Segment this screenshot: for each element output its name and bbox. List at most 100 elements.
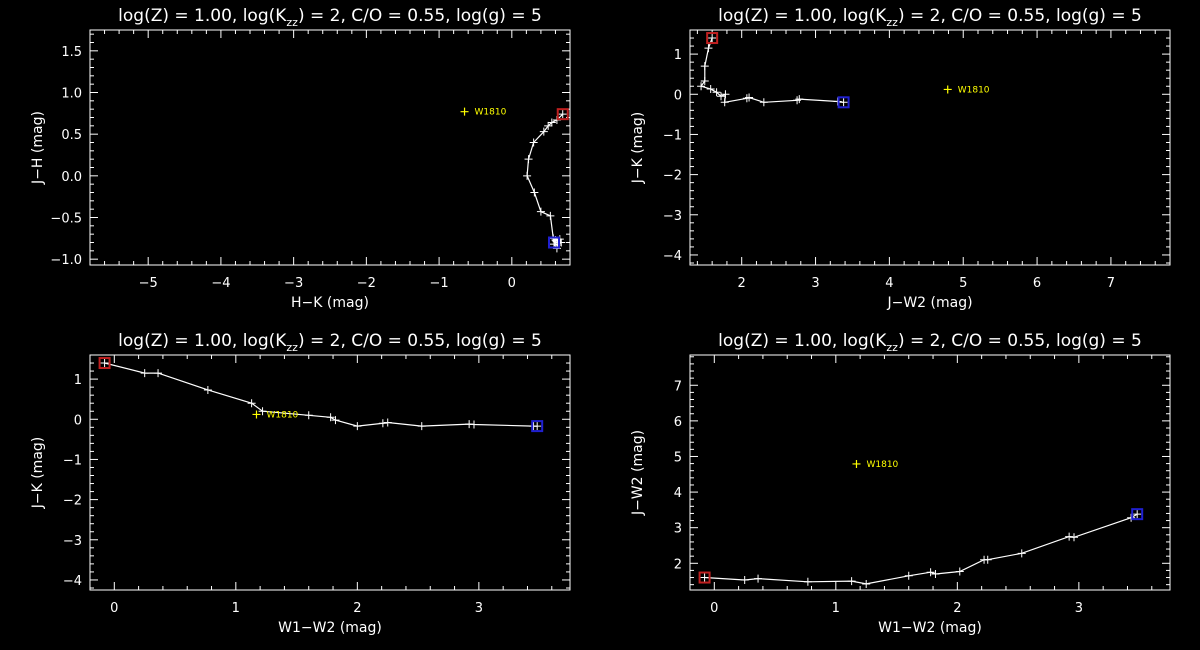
y-axis-label: J−K (mag) [630, 112, 646, 185]
y-axis-label: J−W2 (mag) [630, 430, 646, 516]
track-point [955, 567, 964, 576]
panel-w1w2-jk: log(Z) = 1.00, log(Kzz) = 2, C/O = 0.55,… [30, 331, 571, 636]
track-point [544, 121, 553, 130]
y-tick-label: 0.0 [61, 170, 82, 185]
x-axis-label: W1−W2 (mag) [878, 620, 982, 636]
y-tick-label: −3 [663, 209, 682, 224]
y-tick-label: −2 [63, 494, 82, 509]
x-tick-label: −5 [139, 276, 158, 291]
x-axis-label: W1−W2 (mag) [278, 620, 382, 636]
track-point [383, 418, 392, 427]
y-tick-label: 1 [674, 48, 682, 63]
track-point [700, 573, 709, 582]
plot-frame [689, 354, 1171, 591]
object-point [460, 107, 469, 116]
model-track-line [104, 362, 538, 427]
object-label: W1810 [958, 85, 990, 95]
track-point [353, 422, 362, 431]
start-marker [698, 571, 711, 584]
track-point [759, 98, 768, 107]
track-point [712, 88, 721, 97]
object-point [252, 410, 261, 419]
y-tick-label: −1 [663, 128, 682, 143]
x-tick-label: 2 [353, 601, 361, 616]
object-label: W1810 [866, 460, 898, 470]
y-tick-label: −2 [663, 169, 682, 184]
track-point [793, 96, 802, 105]
track-point [140, 369, 149, 378]
object-label: W1810 [266, 410, 298, 420]
track-point [1065, 532, 1074, 541]
end-marker [548, 236, 560, 249]
chart-title: log(Z) = 1.00, log(Kzz) = 2, C/O = 0.55,… [118, 6, 542, 29]
track-point [745, 93, 754, 102]
y-tick-label: 0 [674, 88, 682, 103]
x-tick-label: −1 [430, 276, 449, 291]
track-point [529, 138, 538, 147]
x-tick-label: 5 [959, 276, 967, 291]
y-tick-label: −1 [63, 453, 82, 468]
object-point [852, 459, 861, 468]
y-tick-label: −4 [663, 249, 682, 264]
track-point [558, 110, 567, 119]
track-point [697, 82, 706, 91]
track-point [839, 98, 848, 107]
track-point [717, 92, 726, 101]
x-tick-label: 0 [110, 601, 118, 616]
track-point [258, 407, 267, 416]
track-point [862, 579, 871, 588]
x-tick-label: −2 [357, 276, 376, 291]
track-point [546, 211, 555, 220]
y-tick-label: 5 [674, 450, 682, 465]
track-point [700, 62, 709, 71]
track-point [100, 359, 109, 368]
track-point [1133, 510, 1142, 519]
y-tick-label: 1.0 [61, 87, 82, 102]
y-tick-label: 0 [74, 413, 82, 428]
y-tick-label: 4 [674, 486, 682, 501]
track-point [803, 577, 812, 586]
track-point [700, 77, 709, 86]
track-point [378, 419, 387, 428]
y-tick-label: 2 [674, 557, 682, 572]
track-point [847, 577, 856, 586]
panel-jw2-jk: log(Z) = 1.00, log(Kzz) = 2, C/O = 0.55,… [630, 6, 1171, 311]
start-marker [98, 357, 111, 370]
track-point [706, 85, 715, 94]
y-tick-label: 0.5 [61, 128, 82, 143]
track-point [704, 44, 713, 53]
track-point [904, 571, 913, 580]
track-point [1070, 533, 1078, 542]
track-point [304, 411, 313, 420]
track-point [533, 422, 542, 431]
track-point [926, 568, 935, 577]
model-track-line [526, 113, 564, 250]
track-point [530, 188, 539, 197]
y-tick-label: −4 [63, 574, 82, 589]
y-tick-label: 1 [74, 373, 82, 388]
x-tick-label: 3 [1075, 601, 1083, 616]
y-tick-label: −3 [63, 534, 82, 549]
plot-frame [89, 354, 571, 591]
chart-title: log(Z) = 1.00, log(Kzz) = 2, C/O = 0.55,… [718, 331, 1142, 354]
x-tick-label: 4 [885, 276, 893, 291]
track-point [536, 207, 545, 216]
plot-frame [689, 29, 1171, 266]
x-tick-label: 2 [738, 276, 746, 291]
track-point [1017, 549, 1026, 558]
x-tick-label: 0 [710, 601, 718, 616]
track-point [539, 127, 548, 136]
track-point [523, 171, 532, 180]
track-point [708, 34, 717, 43]
model-track-line [704, 513, 1138, 585]
x-tick-label: −4 [211, 276, 230, 291]
y-tick-label: −0.5 [50, 212, 82, 227]
object-point [943, 85, 952, 94]
y-tick-label: 7 [674, 379, 682, 394]
x-axis-label: J−W2 (mag) [886, 295, 972, 311]
track-point [326, 413, 335, 422]
y-tick-label: 1.5 [61, 45, 82, 60]
track-point [740, 576, 749, 585]
track-point [754, 574, 763, 583]
